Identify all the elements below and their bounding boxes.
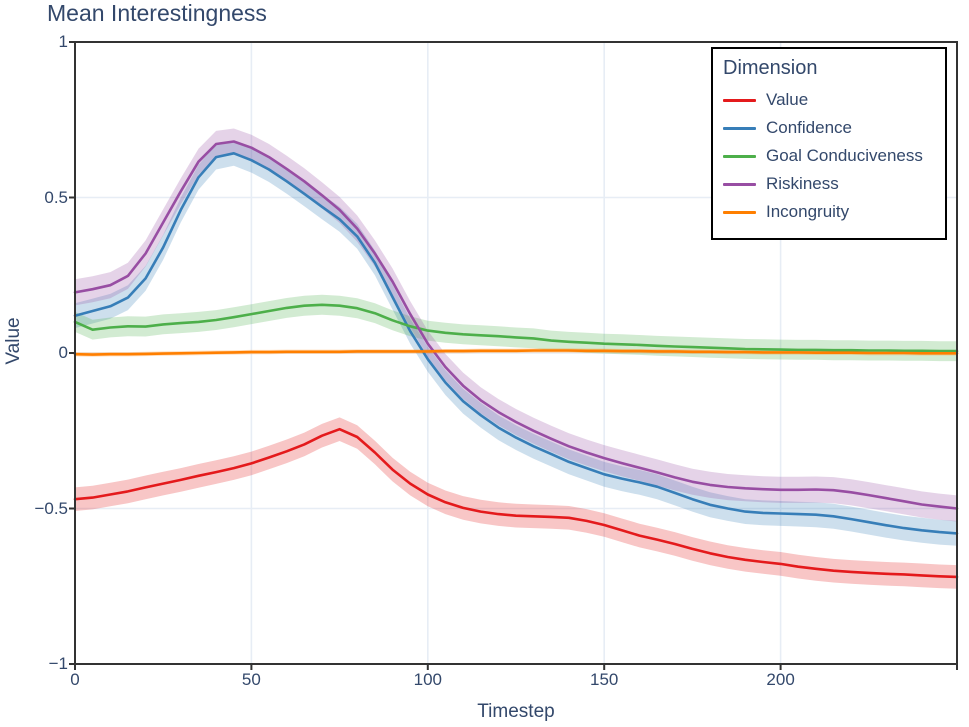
series-band-riskiness (75, 128, 957, 522)
y-tick-label: 0.5 (44, 187, 68, 207)
legend-swatch-icon (723, 126, 756, 130)
legend: Dimension Value Confidence Goal Conduciven… (711, 47, 947, 240)
chart-title: Mean Interestingness (47, 0, 267, 26)
x-tick-label: 50 (241, 670, 261, 689)
legend-swatch-icon (723, 210, 756, 214)
x-tick-label: 0 (70, 670, 80, 689)
series-band-value (75, 417, 957, 589)
legend-item-label: Goal Conduciveness (766, 146, 923, 165)
series-line-value (73, 427, 959, 579)
legend-title: Dimension (723, 57, 818, 79)
legend-item-label: Riskiness (766, 174, 839, 193)
series-line-confidence (73, 152, 959, 535)
legend-item-value: Value (723, 86, 935, 114)
legend-swatch-icon (723, 98, 756, 102)
series-line-incongruity (73, 349, 959, 356)
legend-items: Value Confidence Goal Conduciveness Riskine… (723, 86, 935, 226)
series-line-riskiness (73, 140, 959, 510)
legend-item-goal-conduciveness: Goal Conduciveness (723, 142, 935, 170)
y-tick-label: −1 (48, 654, 68, 673)
legend-item-label: Incongruity (766, 202, 850, 221)
series-band-goal-conduciveness (75, 294, 957, 362)
x-axis-label: Timestep (477, 701, 555, 722)
legend-item-riskiness: Riskiness (723, 170, 935, 198)
legend-swatch-icon (723, 182, 756, 186)
legend-swatch-icon (723, 154, 756, 158)
x-tick-label: 100 (413, 670, 442, 689)
legend-item-confidence: Confidence (723, 114, 935, 142)
y-tick-label: 1 (58, 32, 68, 51)
y-axis-label: Value (3, 317, 24, 365)
y-tick-label: 0 (58, 343, 68, 362)
series-line-goal-conduciveness (73, 303, 959, 353)
x-tick-label: 150 (590, 670, 619, 689)
legend-item-incongruity: Incongruity (723, 198, 935, 226)
series-band-incongruity (75, 348, 957, 357)
legend-item-label: Confidence (766, 118, 853, 137)
x-tick-label: 200 (766, 670, 795, 689)
legend-item-label: Value (766, 90, 809, 109)
y-tick-label: −0.5 (34, 498, 68, 518)
